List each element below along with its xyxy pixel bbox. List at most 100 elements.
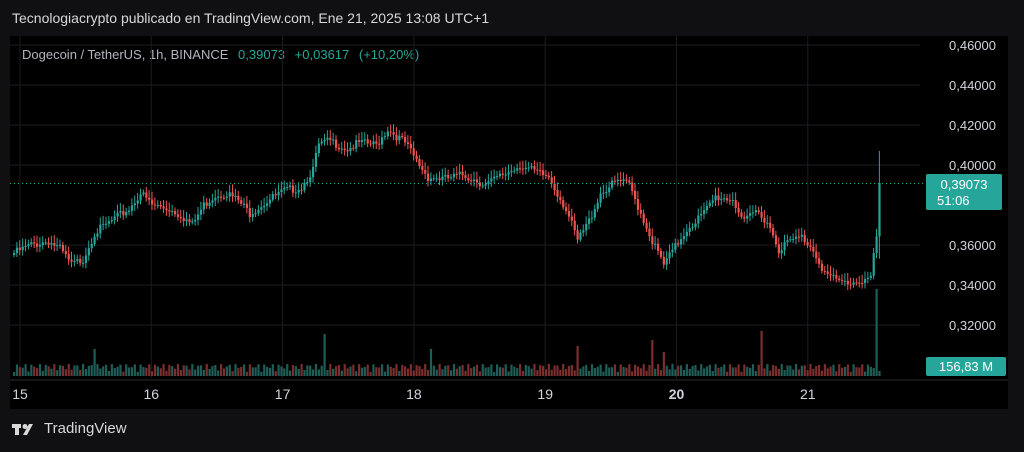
candle-body xyxy=(47,242,50,245)
volume-bar xyxy=(33,366,36,376)
volume-bar xyxy=(757,364,760,376)
volume-bar xyxy=(41,370,44,376)
volume-bar xyxy=(162,364,165,376)
candle-body xyxy=(783,242,786,251)
volume-bar xyxy=(708,364,711,376)
candle-body xyxy=(409,143,412,149)
volume-bar xyxy=(613,364,617,376)
candle-body xyxy=(280,189,283,193)
volume-bar xyxy=(579,368,582,376)
candle-body xyxy=(772,228,775,236)
candle-body xyxy=(96,233,99,237)
volume-bar xyxy=(622,366,625,376)
volume-bars xyxy=(13,289,881,376)
volume-bar xyxy=(680,365,683,376)
candle-body xyxy=(484,184,487,186)
volume-bar xyxy=(780,364,783,376)
volume-bar xyxy=(44,364,47,376)
candle-body xyxy=(340,148,343,150)
candle-body xyxy=(513,170,516,172)
volume-bar xyxy=(818,364,821,376)
time-axis[interactable]: 15 16 17 18 19 20 21 xyxy=(12,386,816,402)
volume-bar xyxy=(412,370,415,376)
candle-body xyxy=(832,275,835,277)
volume-bar xyxy=(487,367,490,376)
tradingview-logo-icon xyxy=(12,423,33,435)
candle-body xyxy=(662,256,665,265)
volume-bar xyxy=(843,366,847,376)
volume-bar xyxy=(705,366,709,376)
candle-body xyxy=(432,178,435,180)
volume-bar xyxy=(711,371,714,376)
volume-bar xyxy=(148,364,151,376)
candle-body xyxy=(306,182,309,184)
volume-bar xyxy=(700,364,703,376)
volume-bar xyxy=(823,364,826,376)
volume-bar xyxy=(87,365,90,376)
volume-bar xyxy=(682,369,686,376)
volume-bar xyxy=(59,365,62,376)
price-axis[interactable]: 0,46000 0,44000 0,42000 0,40000 0,36000 0,340… xyxy=(949,38,996,333)
candle-body xyxy=(82,262,85,264)
volume-bar xyxy=(335,366,338,376)
legend-price: 0,39073 xyxy=(238,47,286,62)
volume-bar xyxy=(263,364,266,376)
candle-body xyxy=(723,198,726,200)
candle-body xyxy=(539,169,542,171)
candle-body xyxy=(148,197,151,200)
candle-body xyxy=(220,196,223,198)
volume-bar xyxy=(369,371,372,376)
volume-bar xyxy=(789,365,792,376)
footer-brand: TradingView xyxy=(44,420,127,437)
candle-body xyxy=(878,183,881,237)
volume-bar xyxy=(835,371,838,376)
candle-body xyxy=(263,205,266,208)
volume-bar xyxy=(521,370,525,376)
candle-body xyxy=(550,177,553,184)
volume-bar xyxy=(685,364,688,376)
volume-bar xyxy=(122,371,125,376)
x-tick-label: 17 xyxy=(275,386,291,402)
candle-body xyxy=(720,198,723,201)
volume-bar xyxy=(473,366,476,376)
volume-bar xyxy=(556,365,559,376)
candle-body xyxy=(634,190,637,200)
candle-body xyxy=(553,183,556,191)
volume-bar xyxy=(228,364,231,376)
candle-body xyxy=(363,139,366,141)
volume-bar xyxy=(590,364,594,376)
candle-body xyxy=(214,197,217,201)
candle-body xyxy=(254,212,257,215)
volume-bar xyxy=(565,369,568,376)
candle-body xyxy=(309,177,312,183)
candle-body xyxy=(61,244,65,252)
publication-header: Tecnologiacrypto publicado en TradingVie… xyxy=(12,10,490,26)
volume-bar xyxy=(576,346,579,376)
candle-body xyxy=(542,170,545,175)
volume-bar xyxy=(826,368,829,376)
volume-bar xyxy=(395,364,398,376)
candle-body xyxy=(567,210,571,217)
candle-body xyxy=(450,177,453,179)
candle-body xyxy=(602,192,605,194)
candle-body xyxy=(174,211,177,215)
volume-bar xyxy=(516,368,519,376)
candle-body xyxy=(260,207,263,210)
candle-body xyxy=(297,189,300,193)
candle-body xyxy=(700,213,703,216)
volume-bar xyxy=(96,364,99,376)
x-tick-label: 20 xyxy=(669,386,685,402)
candle-body xyxy=(76,259,79,262)
volume-bar xyxy=(723,364,726,376)
candle-body xyxy=(33,242,36,244)
volume-bar xyxy=(593,367,596,376)
volume-bar xyxy=(99,368,102,376)
candle-body xyxy=(110,220,113,222)
chart-panel[interactable] xyxy=(10,36,1008,409)
candle-body xyxy=(820,263,824,271)
volume-bar xyxy=(743,364,746,376)
candle-body xyxy=(59,244,62,246)
volume-bar xyxy=(24,364,27,376)
volume-bar xyxy=(849,371,852,376)
